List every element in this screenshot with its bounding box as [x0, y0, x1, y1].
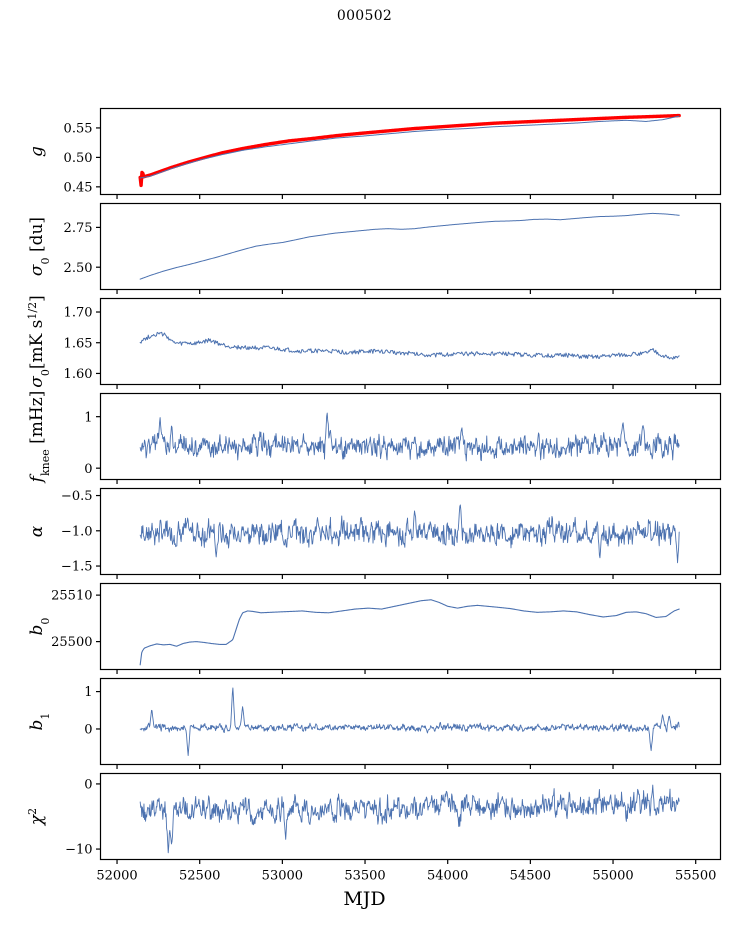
series-sigma0-du	[139, 212, 680, 280]
x-tick-label: 53000	[262, 869, 303, 884]
y-axis-label-b1: b1	[27, 713, 52, 731]
x-tick-label: 53500	[344, 869, 385, 884]
y-axis-label-b0: b0	[27, 618, 52, 636]
series-b1	[139, 687, 680, 757]
y-tick-label: 1.60	[64, 367, 93, 382]
panel-frame	[99, 107, 722, 196]
series-b0	[139, 599, 680, 666]
panel-chi2: −10 0 52000 52500 53000 53500 54000 54500 55000 5…	[65, 772, 722, 884]
y-tick-label: 2.75	[64, 221, 93, 236]
y-tick-label: 25500	[51, 635, 92, 650]
y-tick-label: 0	[84, 723, 92, 738]
panel-g: 0.45 0.50 0.55	[64, 107, 722, 199]
series-sigma0-mK	[139, 331, 680, 360]
series-chi2	[139, 784, 680, 854]
y-tick-label: 0.45	[64, 180, 93, 195]
y-tick-label: 1.70	[64, 306, 93, 321]
panel-frame	[99, 582, 722, 671]
y-tick-label: 0.50	[64, 151, 93, 166]
y-axis-label-sigma0_du: σ0 [du]	[27, 217, 52, 276]
y-axis-label-g: g	[27, 146, 47, 157]
x-tick-label: 52500	[179, 869, 220, 884]
x-tick-label: 54000	[427, 869, 468, 884]
panel-frame	[99, 202, 722, 291]
x-axis-label: MJD	[343, 887, 386, 910]
y-axis-label-f_knee: fknee [mHz]	[27, 391, 52, 485]
y-tick-label: 1	[84, 685, 92, 700]
y-tick-label: −10	[65, 843, 92, 858]
panel-sigma0_mK: 1.60 1.65 1.70	[64, 297, 722, 389]
panel-frame	[99, 297, 722, 386]
y-axis-label-alpha: α	[27, 525, 47, 537]
y-tick-label: 1	[84, 410, 92, 425]
series-g-measured	[139, 115, 680, 179]
x-tick-label: 52000	[96, 869, 137, 884]
panel-frame	[99, 772, 722, 861]
x-tick-label: 54500	[510, 869, 551, 884]
figure-title: 000502	[336, 8, 393, 24]
panel-b1: 01	[84, 677, 722, 769]
series-f-knee	[139, 412, 680, 462]
y-axis-label-chi2: χ2	[26, 808, 48, 826]
y-tick-label: −0.5	[61, 489, 93, 504]
panel-frame	[99, 392, 722, 481]
panel-frame	[99, 677, 722, 766]
panel-alpha: −1.5 −1.0 −0.5	[61, 487, 722, 579]
y-tick-label: 0	[84, 778, 92, 793]
y-tick-label: 0.55	[64, 122, 93, 137]
x-tick-label: 55000	[592, 869, 633, 884]
series-g-model	[138, 113, 681, 188]
panel-b0: 25500 25510	[51, 582, 722, 674]
panel-f_knee: 01	[84, 392, 722, 484]
y-tick-label: −1.5	[61, 560, 93, 575]
y-tick-label: 25510	[51, 589, 92, 604]
x-tick-label: 55500	[675, 869, 716, 884]
series-alpha	[139, 504, 680, 564]
y-tick-label: 1.65	[64, 336, 93, 351]
y-axis-label-sigma0_mK: σ0[mK s1/2]	[26, 295, 52, 388]
panel-sigma0_du: 2.50 2.75	[64, 202, 722, 294]
y-tick-label: 2.50	[64, 261, 93, 276]
y-tick-label: 0	[84, 462, 92, 477]
y-tick-label: −1.0	[61, 524, 93, 539]
